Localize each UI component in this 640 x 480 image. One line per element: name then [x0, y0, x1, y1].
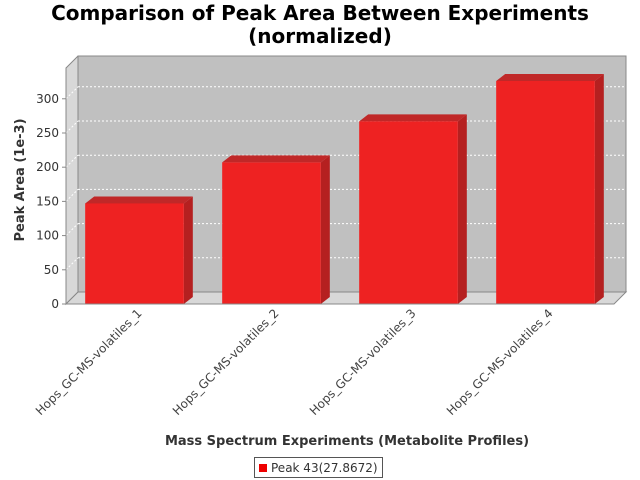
y-tick-label: 50	[44, 263, 59, 277]
chart-title-line-2: (normalized)	[248, 24, 392, 48]
gridline-side	[65, 86, 79, 100]
bar	[222, 155, 330, 304]
chart-title-line-1: Comparison of Peak Area Between Experime…	[51, 1, 589, 25]
x-tick-labels: Hops_GC-MS-volatiles_1 Hops_GC-MS-volatil…	[33, 306, 556, 418]
y-tick-labels: 0 50 100 150 200 250 300	[36, 92, 66, 311]
x-tick-label: Hops_GC-MS-volatiles_4	[444, 306, 556, 418]
x-tick-label: Hops_GC-MS-volatiles_2	[170, 306, 282, 418]
y-tick-label: 300	[36, 92, 59, 106]
bar-side	[457, 114, 467, 304]
legend-label: Peak 43(27.8672)	[271, 460, 378, 475]
axes	[65, 68, 614, 305]
chart-title: Comparison of Peak Area Between Experime…	[0, 2, 640, 48]
bar-front	[359, 121, 458, 304]
bar-side	[320, 155, 330, 304]
gridline-side	[65, 189, 79, 202]
x-tick-label: Hops_GC-MS-volatiles_3	[307, 306, 419, 418]
y-tick-label: 250	[36, 126, 59, 140]
bar-top	[85, 196, 193, 204]
bar	[359, 114, 467, 304]
y-tick-label: 150	[36, 194, 59, 208]
bar-side	[183, 196, 193, 304]
bars	[85, 73, 604, 304]
x-tick-label: Hops_GC-MS-volatiles_1	[33, 306, 145, 418]
y-tick-label: 100	[36, 229, 59, 243]
gridline-side	[65, 257, 79, 271]
bar	[496, 73, 604, 304]
bar-front	[85, 203, 184, 304]
bar-top	[359, 114, 467, 122]
bar	[85, 196, 193, 304]
bar-front	[222, 162, 321, 304]
y-tick-label: 0	[51, 297, 59, 311]
bar-side	[594, 73, 604, 304]
legend: Peak 43(27.8672)	[254, 457, 383, 478]
x-axis-label: Mass Spectrum Experiments (Metabolite Pr…	[165, 434, 529, 449]
gridline-side	[65, 120, 79, 134]
bar-top	[222, 155, 330, 163]
bar-top	[496, 73, 604, 81]
y-tick-label: 200	[36, 160, 59, 174]
y-axis-label: Peak Area (1e-3)	[13, 118, 28, 241]
gridline-side	[65, 223, 79, 236]
legend-swatch	[259, 463, 267, 472]
bar-front	[496, 80, 595, 304]
gridline-side	[65, 154, 79, 168]
